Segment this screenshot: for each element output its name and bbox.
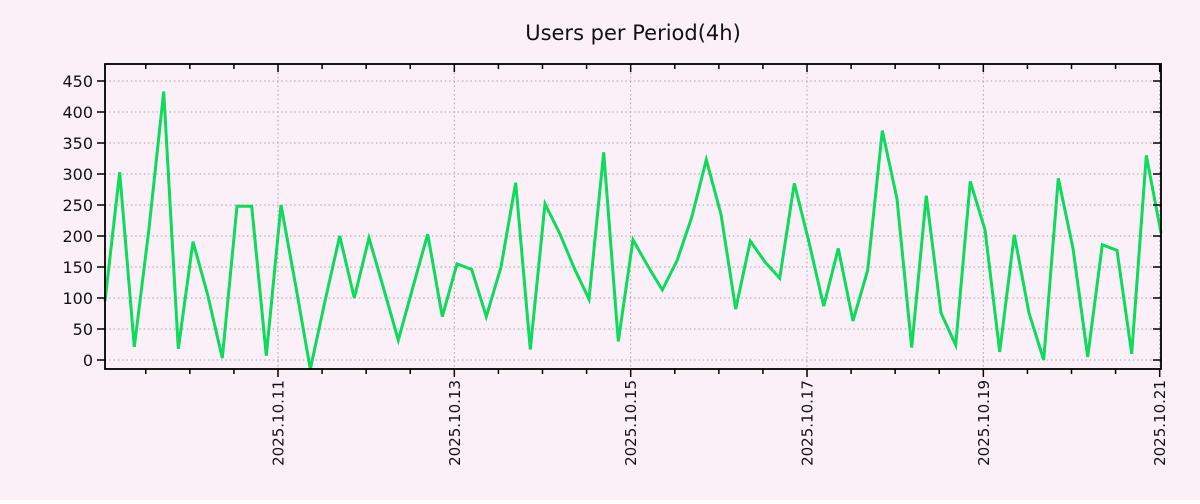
y-tick-label: 400 xyxy=(62,103,93,122)
y-tick-label: 0 xyxy=(83,351,93,370)
data-series-line xyxy=(103,91,1163,370)
axis-labels: 0 50 100 150 200 250 300 350 400 450 2025.10.11 202… xyxy=(62,72,1169,466)
x-tick-label: 2025.10.15 xyxy=(622,380,640,466)
x-tick-label: 2025.10.11 xyxy=(270,380,288,466)
y-tick-label: 300 xyxy=(62,165,93,184)
x-tick-label: 2025.10.17 xyxy=(798,380,816,466)
x-tick-label: 2025.10.21 xyxy=(1151,380,1169,466)
y-tick-label: 450 xyxy=(62,72,93,91)
y-tick-label: 150 xyxy=(62,258,93,277)
chart-title: Users per Period(4h) xyxy=(525,21,741,45)
plot-frame xyxy=(104,63,1162,370)
gridlines xyxy=(105,64,1161,369)
y-tick-label: 200 xyxy=(62,227,93,246)
axis-ticks xyxy=(97,64,1161,377)
x-tick-label: 2025.10.19 xyxy=(975,380,993,466)
y-tick-label: 50 xyxy=(73,320,93,339)
y-tick-label: 250 xyxy=(62,196,93,215)
x-tick-label: 2025.10.13 xyxy=(446,380,464,466)
plot-border xyxy=(104,63,1162,370)
users-series-polyline xyxy=(103,91,1163,370)
y-tick-label: 350 xyxy=(62,134,93,153)
y-tick-label: 100 xyxy=(62,289,93,308)
